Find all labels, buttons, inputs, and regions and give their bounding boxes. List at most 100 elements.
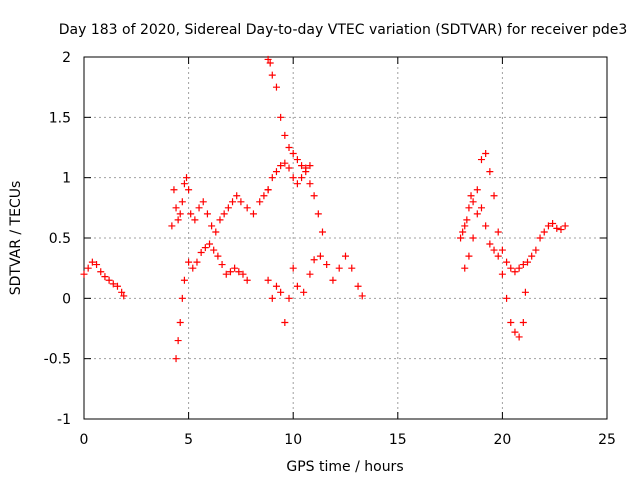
- data-point: [176, 210, 184, 218]
- data-point: [191, 216, 199, 224]
- data-point: [289, 150, 297, 158]
- x-tick-label: 0: [80, 432, 89, 448]
- data-point: [88, 258, 96, 266]
- data-point: [237, 198, 245, 206]
- data-point: [532, 246, 540, 254]
- data-point: [264, 186, 272, 194]
- series-arc-d: [264, 159, 314, 194]
- data-point: [323, 261, 331, 269]
- data-point: [109, 280, 117, 288]
- data-point: [243, 204, 251, 212]
- series-arc-g: [457, 150, 569, 276]
- data-point: [482, 150, 490, 158]
- data-point: [498, 246, 506, 254]
- data-point: [277, 162, 285, 170]
- data-point: [524, 258, 532, 266]
- y-tick-label: 1: [62, 171, 71, 187]
- data-point: [306, 270, 314, 278]
- data-point: [185, 258, 193, 266]
- data-point: [561, 222, 569, 230]
- data-point: [306, 180, 314, 188]
- data-point: [281, 318, 289, 326]
- data-point: [473, 186, 481, 194]
- data-point: [459, 228, 467, 236]
- data-point: [268, 294, 276, 302]
- data-point: [243, 276, 251, 284]
- x-tick-labels: 0 5 10 15 20 25: [80, 432, 616, 448]
- data-point: [482, 222, 490, 230]
- data-point: [229, 198, 237, 206]
- data-point: [201, 244, 209, 252]
- data-point: [235, 268, 243, 276]
- data-point: [272, 168, 280, 176]
- data-point: [120, 292, 128, 300]
- x-tick-label: 20: [493, 432, 511, 448]
- data-point: [521, 288, 529, 296]
- data-point: [348, 264, 356, 272]
- data-point: [264, 276, 272, 284]
- data-point: [557, 226, 565, 234]
- y-tick-label: 0.5: [49, 231, 71, 247]
- data-point: [277, 113, 285, 121]
- series-arc-h: [461, 204, 529, 341]
- data-point: [268, 174, 276, 182]
- y-tick-label: 0: [62, 291, 71, 307]
- data-point: [189, 264, 197, 272]
- data-points: [80, 55, 569, 363]
- data-point: [293, 180, 301, 188]
- data-point: [289, 264, 297, 272]
- data-point: [185, 186, 193, 194]
- data-point: [463, 216, 471, 224]
- data-point: [176, 318, 184, 326]
- data-point: [528, 252, 536, 260]
- data-point: [285, 164, 293, 172]
- data-point: [285, 294, 293, 302]
- y-tick-label: -1: [57, 412, 71, 428]
- data-point: [469, 198, 477, 206]
- x-tick-label: 25: [598, 432, 616, 448]
- x-tick-label: 10: [284, 432, 302, 448]
- data-point: [469, 234, 477, 242]
- data-point: [477, 156, 485, 164]
- data-point: [249, 210, 257, 218]
- data-point: [264, 55, 272, 63]
- gridlines: [84, 57, 607, 419]
- data-point: [208, 222, 216, 230]
- data-point: [298, 174, 306, 182]
- y-tick-label: 1.5: [49, 110, 71, 126]
- y-tick-label: -0.5: [44, 352, 71, 368]
- data-point: [84, 264, 92, 272]
- data-point: [293, 282, 301, 290]
- data-point: [298, 162, 306, 170]
- data-point: [503, 294, 511, 302]
- data-point: [172, 204, 180, 212]
- x-tick-label: 5: [184, 432, 193, 448]
- data-point: [498, 270, 506, 278]
- data-point: [170, 186, 178, 194]
- data-point: [473, 210, 481, 218]
- data-point: [101, 273, 109, 281]
- series-arc-e: [172, 240, 251, 363]
- data-point: [281, 131, 289, 139]
- data-point: [318, 228, 326, 236]
- data-point: [316, 252, 324, 260]
- data-point: [540, 228, 548, 236]
- data-point: [203, 210, 211, 218]
- data-point: [486, 168, 494, 176]
- data-point: [178, 294, 186, 302]
- data-point: [80, 270, 88, 278]
- data-point: [461, 264, 469, 272]
- data-point: [118, 288, 126, 296]
- data-point: [503, 258, 511, 266]
- data-point: [260, 192, 268, 200]
- y-tick-labels: -1 -0.5 0 0.5 1 1.5 2: [44, 50, 71, 428]
- data-point: [272, 83, 280, 91]
- data-point: [536, 234, 544, 242]
- data-point: [511, 328, 519, 336]
- data-point: [113, 282, 121, 290]
- data-point: [214, 252, 222, 260]
- data-point: [289, 174, 297, 182]
- data-point: [457, 234, 465, 242]
- data-point: [490, 246, 498, 254]
- data-point: [216, 216, 224, 224]
